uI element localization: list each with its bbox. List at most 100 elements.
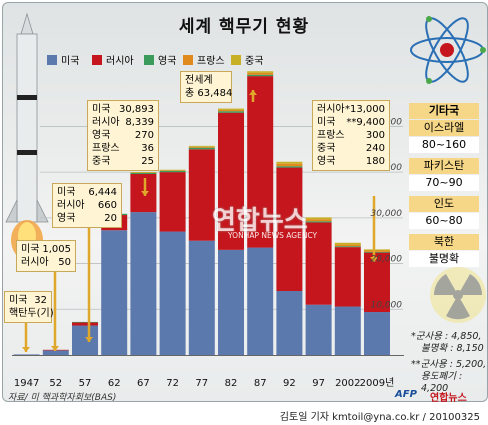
annotation-country: 영국 — [92, 130, 111, 141]
annotation-country: 영국 — [57, 213, 76, 224]
others-country: 이스라엘 — [409, 120, 479, 136]
annotation-value: 240 — [365, 143, 385, 154]
bar-segment — [276, 163, 303, 167]
bar-segment — [305, 304, 332, 355]
legend-swatch — [183, 54, 193, 65]
others-value: 불명확 — [409, 251, 479, 267]
annotation-country: 미국 — [92, 104, 111, 115]
legend-label: 영국 — [158, 56, 177, 67]
annotation-row: 미국 **9,400 — [317, 116, 385, 129]
bar-segment — [247, 71, 274, 73]
byline: 김토일 기자 kmtoil@yna.co.kr / 20100325 — [279, 412, 480, 423]
annotation-row: 미국 1,005 — [21, 243, 71, 256]
legend-swatch — [144, 54, 154, 65]
bar-segment — [72, 321, 98, 323]
annotation-arrowhead — [370, 257, 378, 262]
bar-segment — [334, 242, 361, 245]
bar-segment — [247, 247, 274, 355]
annotation-1957: 미국 6,444 러시아 660 영국 20 — [52, 183, 122, 228]
annotation-row: 미국 30,893 — [92, 103, 154, 116]
bar-segment — [364, 251, 390, 253]
annotation-row: 영국 20 — [57, 212, 117, 225]
bar-segment — [159, 169, 186, 171]
annotation-value: 30,893 — [119, 104, 154, 115]
note-line-2: 불명확 : 8,150 — [421, 343, 484, 354]
annotation-value: 660 — [97, 200, 117, 211]
source-text: 자료/ 미 핵과학자회보(BAS) — [8, 393, 117, 403]
bar-segment — [218, 112, 244, 250]
note-line-3: **군사용 : 5,200, — [411, 359, 487, 370]
bar-segment — [364, 252, 390, 313]
bar-segment — [13, 354, 40, 355]
bar-segment — [72, 322, 98, 326]
y-tick-label: 30,000 — [371, 209, 403, 219]
bar-segment — [188, 146, 215, 148]
bar-segment — [218, 249, 244, 355]
bar-segment — [364, 250, 390, 252]
others-country: 북한 — [409, 234, 479, 250]
bar-segment — [334, 247, 361, 307]
annotation-value: 32 — [34, 295, 47, 306]
radiation-symbol-icon — [430, 267, 486, 323]
legend-label: 러시아 — [106, 56, 134, 67]
annotation-country: 러시아 — [21, 257, 49, 268]
annotation-country: 프랑스 — [92, 143, 120, 154]
annotation-value: *13,000 — [345, 104, 385, 115]
annotation-country: 미국 — [21, 244, 40, 255]
annotation-row: 영국 180 — [317, 155, 385, 168]
bar-segment — [305, 219, 332, 222]
bar-segment — [188, 149, 215, 241]
bar-segment — [334, 244, 361, 247]
y-tick-label: 20,000 — [371, 255, 403, 265]
annotation-country: 미국 — [57, 187, 76, 198]
annotation-value: 270 — [134, 130, 154, 141]
annotation-value: 36 — [141, 143, 154, 154]
bar-segment — [130, 172, 157, 173]
legend-item: 영국 — [144, 52, 176, 67]
legend-label: 중국 — [245, 56, 264, 67]
annotation-country: 러시아 — [57, 200, 85, 211]
bar-segment — [159, 172, 186, 232]
annotation-country: 러시아 — [317, 104, 345, 115]
yonhap-logo: 연합뉴스 — [430, 393, 467, 404]
annotation-value: 1,005 — [42, 244, 71, 255]
annotation-2009: 러시아 *13,000 미국 **9,400 프랑스 300 중국 240 영국 180 — [312, 100, 390, 171]
annotation-value: 25 — [141, 156, 154, 167]
x-tick-labels: 1947 52 57 62 67 72 77 82 87 92 97 2002 2009년 — [14, 377, 394, 389]
others-country: 파키스탄 — [409, 158, 479, 174]
others-value: 70~90 — [409, 175, 479, 191]
bar-segment — [159, 170, 186, 171]
annotation-arrowhead — [22, 347, 30, 352]
bar-segment — [364, 312, 390, 355]
annotation-value: 20 — [104, 213, 117, 224]
bar-segment — [72, 325, 98, 355]
x-tick-label: 2002 — [335, 378, 360, 389]
annotation-arrowhead — [85, 337, 93, 342]
others-value: 80~160 — [409, 137, 479, 153]
annotation-country: 전세계 — [185, 75, 213, 86]
note-line-4: 용도폐기 : 4,200 — [421, 371, 463, 394]
legend-swatch — [92, 54, 102, 65]
annotation-value: 300 — [365, 130, 385, 141]
others-country: 인도 — [409, 196, 479, 212]
bar-segment — [364, 249, 390, 251]
annotation-row: 전세계 — [185, 74, 227, 87]
legend-item: 러시아 — [92, 52, 134, 67]
bar-segment — [218, 108, 244, 110]
x-tick-label: 92 — [283, 378, 296, 389]
annotation-country: 미국 — [9, 295, 28, 306]
x-tick-label: 52 — [49, 378, 62, 389]
annotation-value: 180 — [365, 156, 385, 167]
annotation-value: 8,339 — [125, 117, 154, 128]
bar-segment — [188, 240, 215, 355]
bar-segment — [247, 74, 274, 77]
annotation-row: 중국 25 — [92, 155, 154, 168]
bars — [13, 71, 390, 355]
annotation-row: 영국 270 — [92, 129, 154, 142]
x-tick-label: 77 — [195, 378, 208, 389]
atom-icon — [410, 16, 486, 84]
annotation-arrows — [22, 90, 378, 352]
annotation-country: 핵탄두(기) — [9, 308, 54, 319]
annotation-row: 프랑스 36 — [92, 142, 154, 155]
bar-segment — [305, 221, 332, 223]
